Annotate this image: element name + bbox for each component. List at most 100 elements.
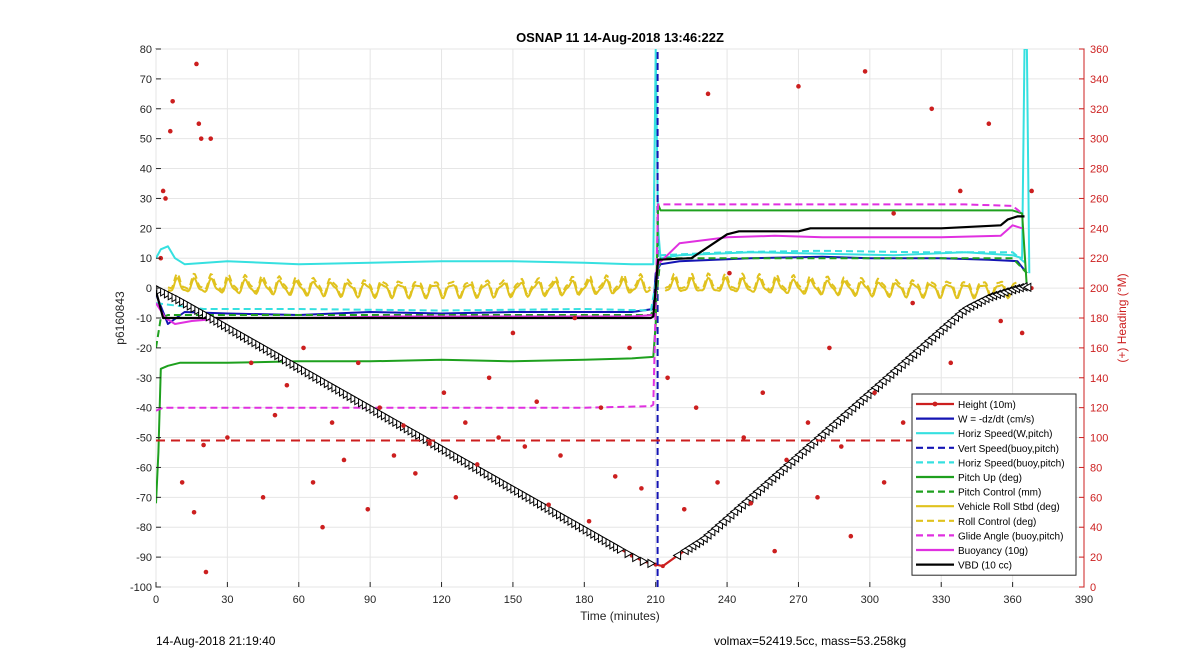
height-point <box>660 564 665 569</box>
y-tick-label: 30 <box>140 193 152 205</box>
heading-point <box>198 136 204 141</box>
footer-info: volmax=52419.5cc, mass=53.258kg <box>714 634 907 648</box>
y-tick-label: -10 <box>136 313 152 325</box>
heading-point <box>170 99 175 104</box>
heading-point <box>167 128 173 134</box>
heading-point <box>534 399 540 404</box>
heading-point <box>848 533 854 539</box>
heading-point <box>598 405 604 410</box>
heading-point <box>248 360 254 366</box>
series-glide-angle-buoy-pitch <box>156 203 1023 412</box>
heading-point <box>191 509 197 515</box>
heading-point <box>639 486 644 491</box>
y-tick-label: 20 <box>140 223 152 235</box>
y2-tick-label: 260 <box>1090 193 1108 205</box>
height-marker <box>647 558 656 569</box>
x-tick-label: 180 <box>575 594 593 606</box>
y2-axis-label: (+) Heading (°M) <box>1115 273 1129 362</box>
heading-point <box>558 453 563 458</box>
legend-box <box>911 393 1077 576</box>
heading-point <box>377 405 382 410</box>
heading-point <box>900 420 906 425</box>
heading-point <box>427 441 432 446</box>
x-tick-label: 210 <box>647 594 665 606</box>
chart-title: OSNAP 11 14-Aug-2018 13:46:22Z <box>516 30 724 45</box>
heading-point <box>160 188 166 194</box>
y-tick-label: -100 <box>130 582 152 594</box>
axes-layer: 0 30 60 90 120 150 180 210 240 270 300 330 360 390-10… <box>130 44 1108 606</box>
y-tick-label: 60 <box>140 104 152 116</box>
y-tick-label: -80 <box>136 522 152 534</box>
heading-point <box>486 375 492 381</box>
x-tick-label: 30 <box>221 594 233 606</box>
y2-tick-label: 340 <box>1090 74 1108 86</box>
y-tick-label: 50 <box>140 134 152 146</box>
y-axis-label: p6160843 <box>113 291 127 345</box>
y2-tick-label: 180 <box>1090 313 1108 325</box>
y-tick-label: 10 <box>140 253 152 265</box>
height-marker <box>632 552 641 563</box>
heading-point <box>715 480 720 485</box>
y-tick-label: -60 <box>136 462 152 474</box>
heading-point <box>705 91 711 97</box>
heading-point <box>748 501 754 506</box>
x-tick-label: 120 <box>432 594 450 606</box>
x-tick-label: 240 <box>718 594 736 606</box>
heading-point <box>815 495 820 500</box>
heading-point <box>665 375 670 381</box>
y2-tick-label: 20 <box>1090 552 1102 564</box>
legend-entry: Height (10m) <box>958 400 1016 411</box>
y-tick-label: 70 <box>140 74 152 86</box>
x-axis-label: Time (minutes) <box>580 609 660 623</box>
heading-point <box>681 506 687 512</box>
heading-point <box>510 330 516 336</box>
heading-point <box>272 412 278 418</box>
height-marker <box>616 544 626 555</box>
heading-point <box>208 136 214 141</box>
legend-entry: Horiz Speed(W,pitch) <box>958 429 1052 440</box>
legend-entry: Horiz Speed(buoy,pitch) <box>958 458 1065 469</box>
height-marker <box>624 548 634 559</box>
heading-point <box>453 495 459 500</box>
heading-point <box>1029 188 1034 194</box>
y-tick-label: 40 <box>140 164 152 176</box>
x-tick-label: 150 <box>504 594 522 606</box>
heading-point <box>413 471 418 476</box>
heading-point <box>284 382 290 388</box>
y2-tick-label: 240 <box>1090 223 1108 235</box>
heading-point <box>355 360 361 366</box>
heading-point <box>796 84 801 89</box>
heading-point <box>225 435 230 440</box>
height-marker <box>639 556 649 567</box>
heading-point <box>301 345 306 351</box>
heading-point <box>365 506 371 512</box>
y-tick-label: -70 <box>136 492 152 504</box>
heading-point <box>1019 330 1025 336</box>
heading-point <box>203 569 209 575</box>
heading-point <box>341 457 347 463</box>
legend-entry: Buoyancy (10g) <box>958 546 1028 557</box>
legend-entry: Vehicle Roll Stbd (deg) <box>958 502 1060 513</box>
heading-point <box>441 390 447 396</box>
heading-point <box>784 457 789 463</box>
y-tick-label: -20 <box>136 343 152 355</box>
heading-point <box>998 318 1004 324</box>
heading-point <box>872 390 877 396</box>
heading-point <box>463 420 468 425</box>
x-tick-label: 330 <box>932 594 950 606</box>
legend-entry: W = -dz/dt (cm/s) <box>958 415 1034 426</box>
y2-tick-label: 160 <box>1090 343 1108 355</box>
legend-entry: Pitch Control (mm) <box>958 488 1041 499</box>
legend-entry: Vert Speed(buoy,pitch) <box>958 444 1059 455</box>
y2-tick-label: 40 <box>1090 522 1102 534</box>
heading-point <box>496 435 501 440</box>
heading-point <box>546 502 551 508</box>
x-tick-label: 300 <box>861 594 879 606</box>
x-tick-label: 390 <box>1075 594 1093 606</box>
y2-tick-label: 100 <box>1090 433 1108 445</box>
y-tick-label: 80 <box>140 44 152 56</box>
heading-point <box>838 444 844 449</box>
heading-point <box>727 270 732 276</box>
heading-point <box>163 196 168 201</box>
